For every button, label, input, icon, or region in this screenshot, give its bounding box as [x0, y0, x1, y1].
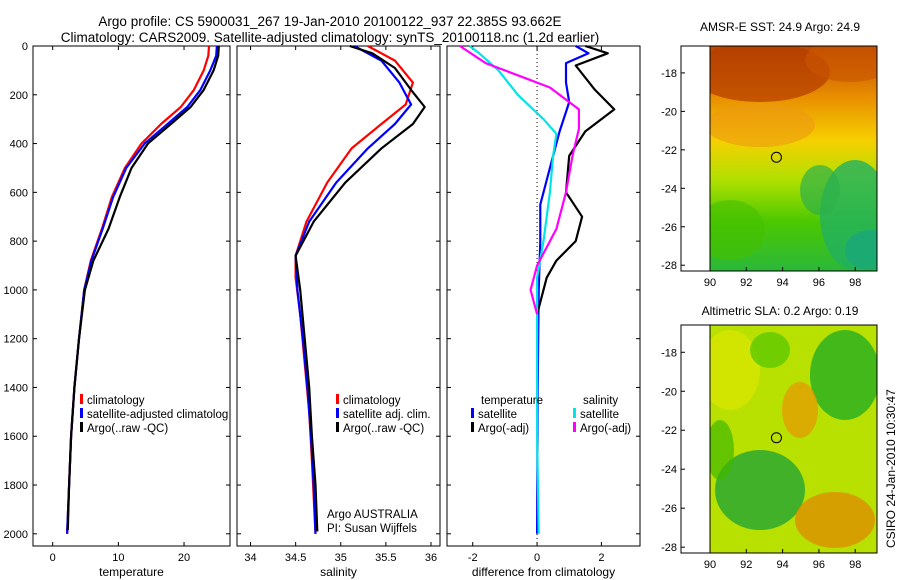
lat-tick-label: -28	[661, 260, 677, 272]
x-tick-label: 34.5	[285, 552, 306, 564]
lon-tick-label: 92	[740, 559, 752, 571]
sla-field	[710, 325, 877, 553]
series-salinity-2	[294, 44, 426, 532]
lon-tick-label: 94	[776, 277, 788, 289]
lon-tick-label: 98	[849, 559, 861, 571]
argo-location-marker	[770, 432, 782, 444]
lon-tick-label: 96	[813, 277, 825, 289]
lat-tick-label: -22	[661, 425, 677, 437]
series-difference-2	[468, 45, 558, 534]
lat-tick-label: -20	[661, 386, 677, 398]
x-axis-label: salinity	[320, 565, 357, 579]
depth-tick-label: 0	[22, 41, 28, 53]
lat-tick-label: -24	[661, 183, 677, 195]
depth-tick-label: 1600	[4, 431, 28, 443]
lon-tick-label: 98	[849, 277, 861, 289]
x-tick-label: 2	[598, 552, 604, 564]
x-tick-label: 36	[425, 552, 437, 564]
legend-swatch	[336, 408, 339, 418]
legend-swatch	[336, 394, 339, 404]
legend-label: satellite-adjusted climatolog	[87, 409, 228, 421]
x-tick-label: -2	[468, 552, 478, 564]
depth-tick-label: 2000	[4, 529, 28, 541]
axes-box-temperature	[32, 45, 231, 547]
depth-tick-label: 1000	[4, 285, 28, 297]
lon-tick-label: 94	[776, 559, 788, 571]
chart-title: Argo profile: CS 5900031_267 19-Jan-2010…	[98, 14, 562, 29]
lat-tick-label: -26	[661, 222, 677, 234]
x-tick-label: 34	[244, 552, 256, 564]
legend-label: satellite	[478, 409, 517, 421]
series-salinity-1	[294, 45, 413, 534]
annotation: PI: Susan Wijffels	[327, 523, 417, 535]
sst-map-title: AMSR-E SST: 24.9 Argo: 24.9	[699, 20, 861, 34]
x-tick-label: 35	[335, 552, 347, 564]
series-temperature-1	[66, 45, 218, 534]
legend-swatch	[80, 408, 83, 418]
lon-tick-label: 90	[704, 277, 716, 289]
chart-subtitle: Climatology: CARS2009. Satellite-adjuste…	[60, 30, 600, 45]
legend-swatch	[80, 394, 83, 404]
x-axis-label: temperature	[99, 565, 164, 579]
legend-swatch	[573, 422, 576, 432]
x-tick-label: 35.5	[375, 552, 396, 564]
depth-tick-label: 800	[10, 236, 28, 248]
lat-tick-label: -24	[661, 464, 677, 476]
legend-label: Argo(..raw -QC)	[343, 423, 424, 435]
legend-label: climatology	[87, 395, 145, 407]
sst-field	[710, 46, 877, 271]
legend-swatch	[471, 422, 474, 432]
depth-tick-label: 1200	[4, 334, 28, 346]
depth-tick-label: 1400	[4, 382, 28, 394]
legend-label: climatology	[343, 395, 401, 407]
x-tick-label: 0	[534, 552, 540, 564]
lat-tick-label: -28	[661, 542, 677, 554]
series-difference-3	[459, 45, 581, 315]
legend-label: satellite adj. clim.	[343, 409, 431, 421]
legend-label: Argo(..raw -QC)	[87, 423, 168, 435]
legend-title: salinity	[583, 395, 618, 407]
x-tick-label: 10	[112, 552, 124, 564]
legend-label: satellite	[580, 409, 619, 421]
x-tick-label: 20	[178, 552, 190, 564]
legend-swatch	[573, 408, 576, 418]
x-axis-label: difference from climatology	[472, 565, 615, 579]
lat-tick-label: -20	[661, 106, 677, 118]
lon-tick-label: 96	[813, 559, 825, 571]
lat-tick-label: -26	[661, 503, 677, 515]
series-temperature-0	[66, 45, 211, 534]
series-difference-1	[536, 44, 616, 315]
lon-tick-label: 92	[740, 277, 752, 289]
lat-tick-label: -18	[661, 68, 677, 80]
legend-swatch	[80, 422, 83, 432]
lon-tick-label: 90	[704, 559, 716, 571]
depth-tick-label: 400	[10, 139, 28, 151]
annotation: Argo AUSTRALIA	[327, 509, 418, 521]
x-tick-label: 0	[50, 552, 56, 564]
depth-tick-label: 600	[10, 187, 28, 199]
axes-box-salinity	[236, 45, 441, 547]
lat-tick-label: -18	[661, 347, 677, 359]
depth-tick-label: 200	[10, 90, 28, 102]
depth-tick-label: 1800	[4, 480, 28, 492]
legend-swatch	[336, 422, 339, 432]
axes-box-sst_map	[680, 45, 878, 272]
series-temperature-2	[66, 45, 220, 531]
legend-swatch	[471, 408, 474, 418]
lat-tick-label: -22	[661, 145, 677, 157]
legend-label: Argo(-adj)	[580, 423, 631, 435]
argo-location-marker	[770, 151, 782, 163]
legend-label: Argo(-adj)	[478, 423, 529, 435]
legend-title: temperature	[481, 395, 543, 407]
sla-map-title: Altimetric SLA: 0.2 Argo: 0.19	[701, 304, 859, 318]
axes-box-difference	[446, 45, 641, 547]
axes-box-sla_map	[680, 324, 878, 554]
